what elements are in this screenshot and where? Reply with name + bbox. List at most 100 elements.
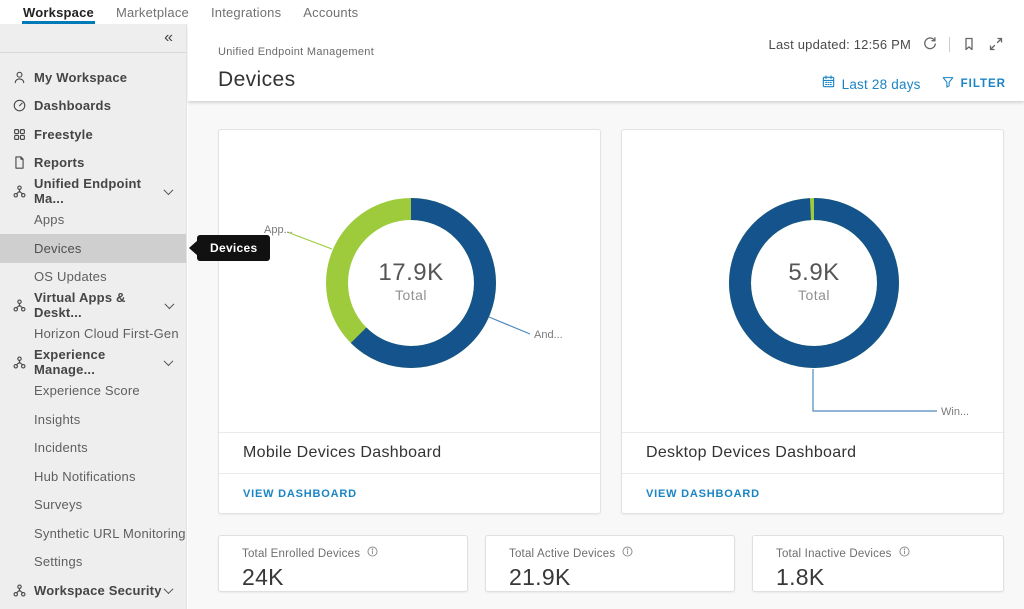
sidebar-item-incidents[interactable]: Incidents (0, 434, 186, 463)
main-header: Unified Endpoint Management Devices Last… (188, 24, 1024, 101)
refresh-icon[interactable] (922, 36, 938, 52)
tab-accounts[interactable]: Accounts (303, 4, 359, 20)
sidebar-item-label: Surveys (34, 497, 83, 513)
sidebar-item-unified-endpoint-management[interactable]: Unified Endpoint Ma... (0, 176, 186, 207)
filter-label: FILTER (960, 78, 1006, 90)
tab-marketplace[interactable]: Marketplace (115, 4, 189, 20)
card-actions: VIEW DASHBOARD (219, 473, 600, 513)
tab-integrations[interactable]: Integrations (210, 4, 282, 20)
sidebar-item-synthetic-url-monitoring[interactable]: Synthetic URL Monitoring (0, 519, 186, 548)
content-area: App... And... 17.9K Total Mobile Devices… (188, 101, 1024, 609)
calendar-icon (821, 74, 836, 94)
sidebar-collapse-row: « (0, 24, 186, 53)
sidebar-item-label: Freestyle (34, 126, 93, 142)
sidebar-item-label: My Workspace (34, 69, 128, 85)
sidebar-item-label: Unified Endpoint Ma... (34, 176, 142, 207)
header-filter-row: Last 28 days FILTER (821, 74, 1006, 94)
sidebar-item-label: Workspace Security (34, 582, 162, 598)
sidebar-item-dashboards[interactable]: Dashboards (0, 92, 186, 121)
filter-button[interactable]: FILTER (941, 75, 1006, 94)
sidebar-item-freestyle[interactable]: Freestyle (0, 120, 186, 149)
sidebar-item-label: Virtual Apps & Deskt... (34, 290, 126, 321)
sidebar-item-os-updates[interactable]: OS Updates (0, 263, 186, 292)
stat-value: 21.9K (509, 564, 571, 590)
sidebar-item-label: Devices (34, 240, 82, 256)
info-icon[interactable] (621, 545, 634, 563)
segment-label-windows: Win... (941, 406, 969, 418)
sidebar-nav-list: My Workspace Dashboards Freestyle Report… (0, 63, 186, 605)
stat-label: Total Inactive Devices (776, 548, 892, 560)
total-active-devices-card: Total Active Devices 21.9K (485, 535, 735, 592)
sidebar-item-experience-score[interactable]: Experience Score (0, 377, 186, 406)
sidebar-item-apps[interactable]: Apps (0, 206, 186, 235)
date-range-picker[interactable]: Last 28 days (821, 74, 921, 94)
collapse-sidebar-icon[interactable]: « (164, 29, 173, 46)
header-actions-row: Last updated: 12:56 PM (769, 36, 1004, 52)
sidebar-item-label: Insights (34, 411, 81, 427)
sidebar-item-label: Settings (34, 554, 83, 570)
sidebar-item-label: OS Updates (34, 269, 107, 285)
sidebar-item-experience-management[interactable]: Experience Manage... (0, 347, 186, 378)
total-enrolled-devices-card: Total Enrolled Devices 24K (218, 535, 468, 592)
sidebar-item-label: Experience Score (34, 383, 140, 399)
stat-label: Total Active Devices (509, 548, 616, 560)
donut-total-value: 5.9K (788, 259, 839, 286)
filter-funnel-icon (941, 75, 955, 94)
org-icon (12, 298, 27, 313)
view-dashboard-link[interactable]: VIEW DASHBOARD (243, 487, 357, 500)
breadcrumb: Unified Endpoint Management (218, 46, 375, 58)
card-title: Desktop Devices Dashboard (622, 432, 1003, 473)
dashboard-icon (12, 98, 27, 113)
stat-value: 1.8K (776, 564, 825, 590)
top-nav: Workspace Marketplace Integrations Accou… (0, 0, 1024, 24)
sidebar-item-label: Synthetic URL Monitoring (34, 525, 186, 541)
last-updated-text: Last updated: 12:56 PM (768, 36, 911, 52)
mobile-devices-donut-chart[interactable]: App... And... 17.9K Total (219, 130, 600, 432)
segment-label-android: And... (534, 329, 563, 341)
sidebar-item-label: Experience Manage... (34, 347, 106, 378)
expand-icon[interactable] (988, 36, 1004, 52)
sidebar-item-surveys[interactable]: Surveys (0, 491, 186, 520)
sidebar-item-label: Reports (34, 155, 85, 171)
info-icon[interactable] (898, 545, 911, 563)
date-range-label: Last 28 days (841, 76, 921, 92)
sidebar-item-devices[interactable]: Devices (0, 234, 186, 263)
view-dashboard-link[interactable]: VIEW DASHBOARD (646, 487, 760, 500)
sidebar-item-my-workspace[interactable]: My Workspace (0, 63, 186, 92)
sidebar-item-reports[interactable]: Reports (0, 149, 186, 178)
sidebar-item-horizon-cloud-first-gen[interactable]: Horizon Cloud First-Gen (0, 320, 186, 349)
donut-total-label: Total (395, 287, 427, 303)
org-icon (12, 184, 27, 199)
donut-total-label: Total (798, 287, 830, 303)
sidebar-item-hub-notifications[interactable]: Hub Notifications (0, 462, 186, 491)
sidebar-item-label: Hub Notifications (34, 468, 136, 484)
divider (949, 36, 950, 52)
desktop-devices-donut-chart[interactable]: Win... 5.9K Total (622, 130, 1003, 432)
sidebar-item-label: Horizon Cloud First-Gen (34, 326, 179, 342)
segment-label-apple: App... (264, 224, 293, 236)
stat-value: 24K (242, 564, 284, 590)
devices-tooltip: Devices (197, 235, 271, 261)
desktop-devices-card: Win... 5.9K Total Desktop Devices Dashbo… (621, 129, 1004, 514)
mobile-devices-card: App... And... 17.9K Total Mobile Devices… (218, 129, 601, 514)
org-icon (12, 355, 27, 370)
sidebar-item-settings[interactable]: Settings (0, 548, 186, 577)
donut-total-value: 17.9K (378, 259, 443, 286)
stat-label: Total Enrolled Devices (242, 548, 361, 560)
sidebar-item-insights[interactable]: Insights (0, 405, 186, 434)
sidebar: « My Workspace Dashboards Freestyle (0, 24, 187, 609)
freestyle-icon (12, 127, 27, 142)
report-icon (12, 155, 27, 170)
sidebar-item-workspace-security[interactable]: Workspace Security (0, 576, 186, 605)
user-icon (12, 70, 27, 85)
chevron-down-icon (163, 583, 174, 594)
total-inactive-devices-card: Total Inactive Devices 1.8K (752, 535, 1004, 592)
sidebar-item-label: Dashboards (34, 98, 112, 114)
info-icon[interactable] (366, 545, 379, 563)
sidebar-item-virtual-apps-desktops[interactable]: Virtual Apps & Deskt... (0, 290, 186, 321)
tab-workspace[interactable]: Workspace (22, 0, 95, 24)
bookmark-icon[interactable] (961, 36, 977, 52)
card-actions: VIEW DASHBOARD (622, 473, 1003, 513)
org-icon (12, 583, 27, 598)
